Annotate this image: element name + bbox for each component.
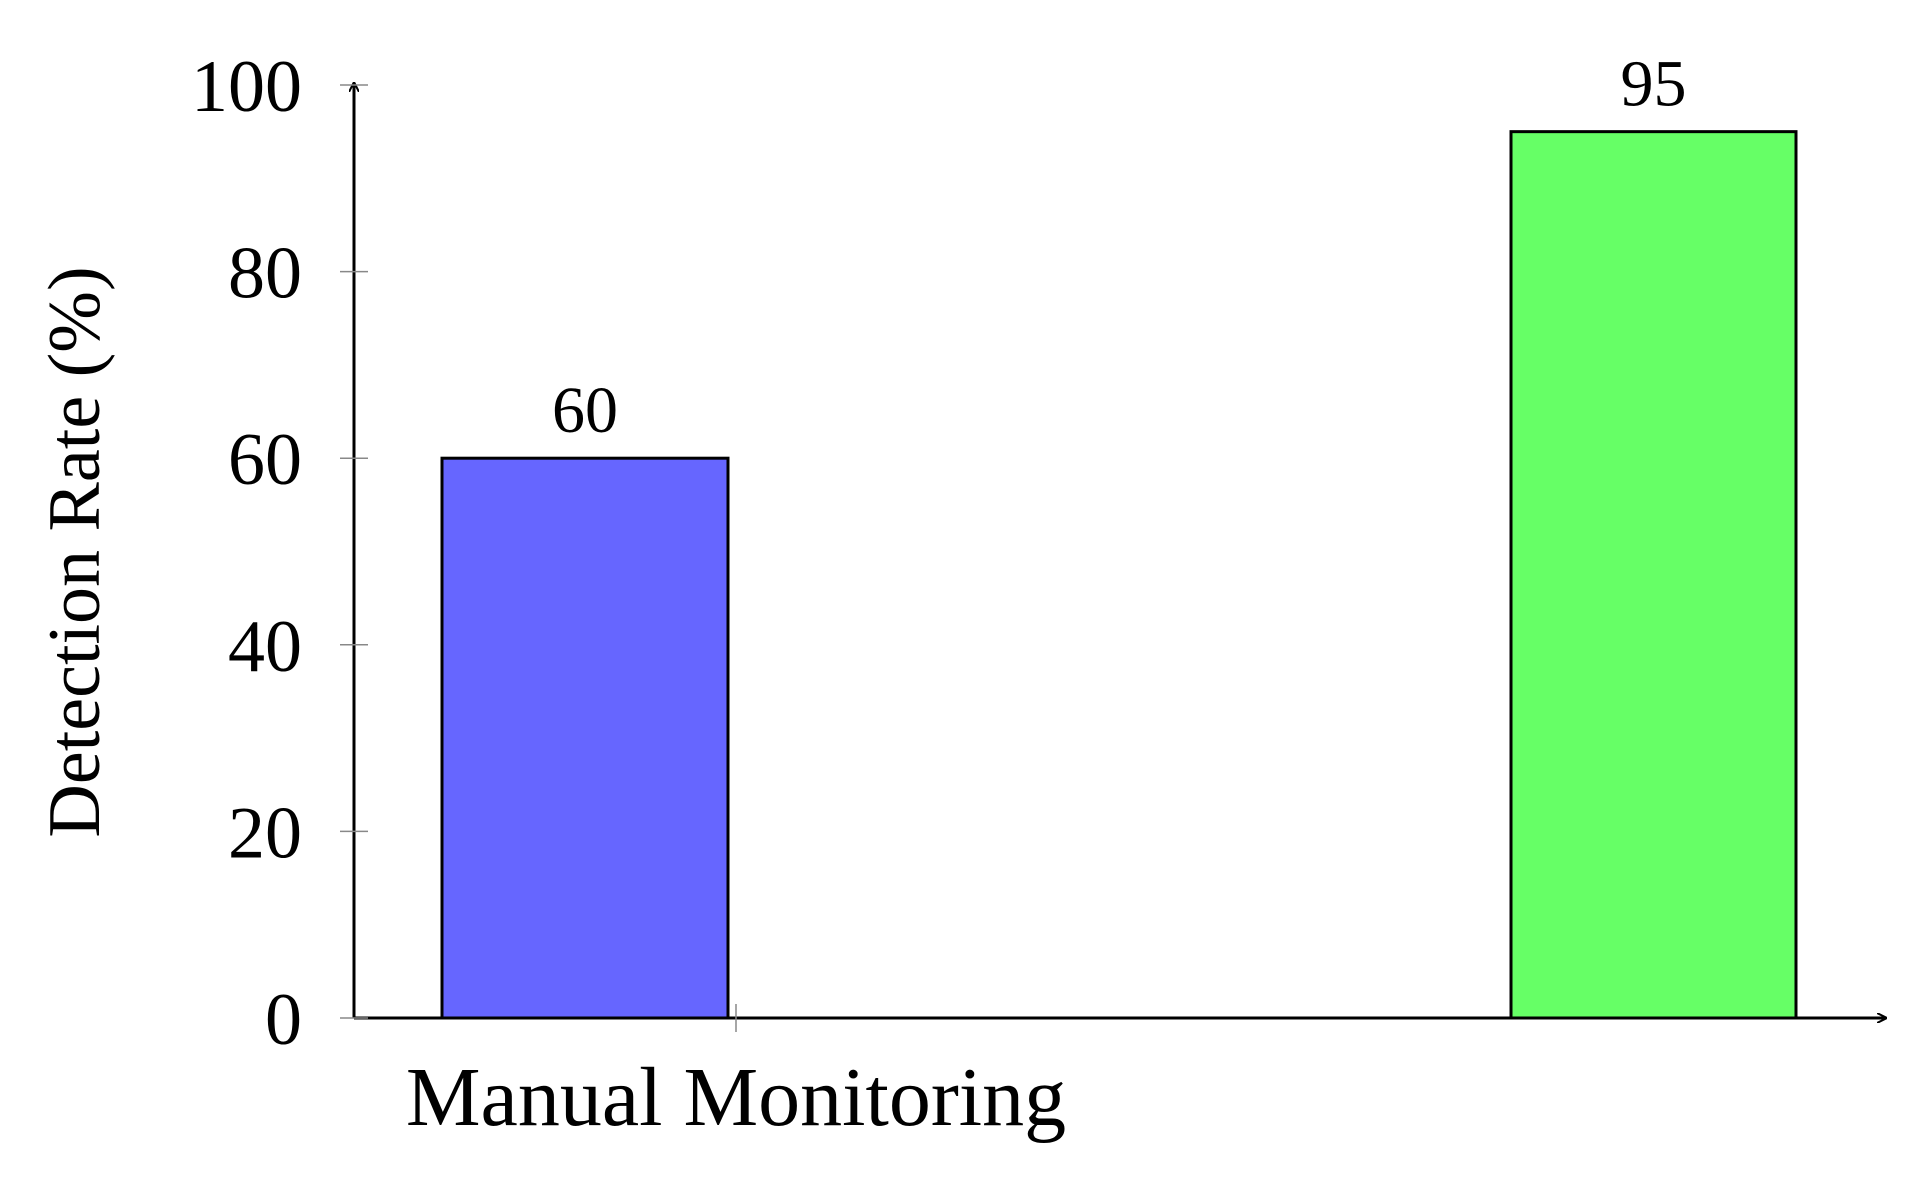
y-tick-label: 100 xyxy=(191,46,302,128)
bar xyxy=(1509,130,1798,1020)
y-tick-label: 40 xyxy=(228,606,302,688)
y-tick-label: 0 xyxy=(265,979,302,1061)
value-label: 95 xyxy=(1621,48,1687,121)
y-tick-label: 80 xyxy=(228,233,302,315)
bar xyxy=(440,456,730,1020)
y-tick-label: 60 xyxy=(228,419,302,501)
y-tick-label: 20 xyxy=(228,792,302,874)
y-axis-label: Detection Rate (%) xyxy=(34,266,116,837)
value-label: 60 xyxy=(552,374,618,447)
x-tick-label: Manual Monitoring xyxy=(406,1051,1066,1144)
